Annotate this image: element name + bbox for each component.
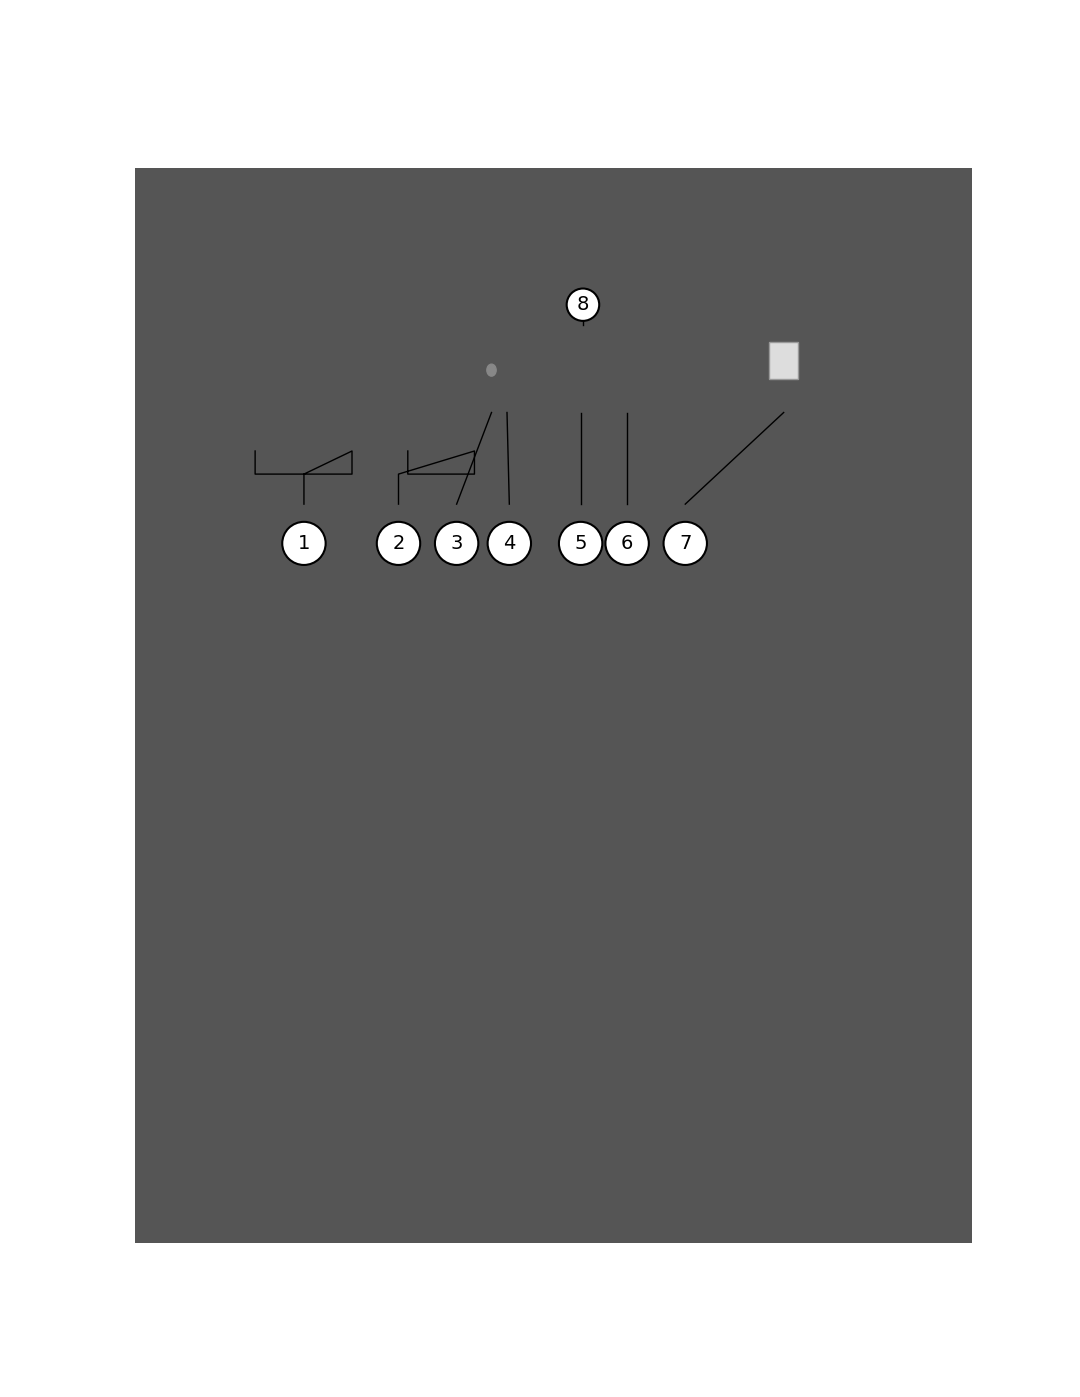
Text: DVI-I Connector: DVI-I Connector [438,1077,543,1091]
Text: and YUV formats are supported.  A customer-supplied breakout cable or: and YUV formats are supported. A custome… [367,1038,848,1051]
Ellipse shape [567,289,599,321]
Text: Input 1: Input 1 [260,324,282,330]
Text: 6): 6) [435,654,448,666]
Text: ~: ~ [345,997,355,1010]
Text: 3): 3) [186,654,199,666]
Text: ~: ~ [345,1024,355,1037]
Text: Format Connection Table: Format Connection Table [442,898,607,911]
Text: ” section on page 32 for a: ” section on page 32 for a [611,898,785,911]
Text: 1): 1) [186,602,199,616]
Text: 8): 8) [685,629,698,641]
Text: 2: 2 [392,534,405,553]
Text: Each input supports 1:1 sampling up to 1600x1200@60 Hz.  Sources: Each input supports 1:1 sampling up to 1… [367,781,826,795]
Text: The figure below illustrates the DCS-200 rear panel:: The figure below illustrates the DCS-200… [291,300,637,313]
Text: 1920x1080p@60 (173.0 MHz): 1920x1080p@60 (173.0 MHz) [413,827,611,841]
Ellipse shape [559,522,603,564]
Text: SERIAL: SERIAL [684,356,707,362]
Text: Input 5: Input 5 [361,324,382,330]
Text: Two DVI-I connectors are provided for both digital and analog inputs.: Two DVI-I connectors are provided for bo… [345,972,804,985]
FancyBboxPatch shape [240,317,867,448]
Text: Using the connector’s analog pins, RGBHV, analog composite, S-Video,: Using the connector’s analog pins, RGBHV… [367,1024,839,1037]
Text: Input 8: Input 8 [448,348,471,353]
Text: 5: 5 [575,534,586,553]
Text: Ethernet: Ethernet [451,654,510,666]
Text: Main Outputs: Main Outputs [451,602,541,616]
Text: HD/SD SDI Input: HD/SD SDI Input [201,654,309,666]
Text: Input 6: Input 6 [361,348,382,353]
Text: AC Power: AC Power [702,602,765,616]
Ellipse shape [606,522,649,564]
Text: 3: 3 [450,534,463,553]
Text: ” section on page 118 for pinouts.: ” section on page 118 for pinouts. [625,925,853,939]
Circle shape [487,365,496,376]
Ellipse shape [663,522,707,564]
Text: DVI to HD-15: DVI to HD-15 [367,1052,464,1065]
Text: adapter is required for these connections.: adapter is required for these connection… [438,1052,724,1065]
Text: In Appendix A, refer to the “: In Appendix A, refer to the “ [291,1077,478,1091]
Text: ~: ~ [345,875,355,887]
Text: DCS-200 Rear Panel: DCS-200 Rear Panel [816,225,948,239]
Text: Following are descriptions of each rear panel connector:: Following are descriptions of each rear … [291,682,665,694]
Text: 100 - 240 VAC
50 ~ 60 Hz, 1.8A: 100 - 240 VAC 50 ~ 60 Hz, 1.8A [752,331,799,342]
Text: PREVIEW OUTPUTS: PREVIEW OUTPUTS [600,327,666,332]
Text: Input 7: Input 7 [409,348,432,353]
Text: DCS-200 Rear Panel: DCS-200 Rear Panel [168,267,507,295]
Text: ” section on page 119 for pinouts.: ” section on page 119 for pinouts. [519,1077,747,1091]
Text: 7): 7) [685,602,698,616]
Text: ~: ~ [345,754,355,767]
Text: 2)   DVI and Analog Inputs: 2) DVI and Analog Inputs [291,949,496,963]
Text: Using the connector’s digital pins, an 8-bit digital input is supported.: Using the connector’s digital pins, an 8… [367,997,827,1010]
Text: Input 3: Input 3 [310,324,333,330]
Text: Analog Inputs: Analog Inputs [201,602,293,616]
Text: 1: 1 [298,534,310,553]
Text: Composite and S-Video formats are supported.: Composite and S-Video formats are suppor… [367,875,679,887]
Text: 7: 7 [679,534,691,553]
Text: DVI and Analog Inputs: DVI and Analog Inputs [201,629,349,641]
Text: 5): 5) [435,629,448,641]
Circle shape [482,358,501,383]
Text: 1920x1200@60 (193.25 MHz): 1920x1200@60 (193.25 MHz) [413,841,611,855]
Text: 1)   Analog Inputs: 1) Analog Inputs [291,705,430,719]
Text: Analog: Analog [691,728,743,742]
Text: inputs.  Please note:: inputs. Please note: [721,728,861,742]
Text: Analog 15-pin D Connector: Analog 15-pin D Connector [469,925,649,939]
Text: Model
DCS-200: Model DCS-200 [786,321,813,332]
Text: Six HD-15 connectors are provided for the system’s: Six HD-15 connectors are provided for th… [345,728,693,742]
Text: cable.  In Appendix A, refer to the “: cable. In Appendix A, refer to the “ [291,925,527,939]
Text: HD/SD SDI: HD/SD SDI [480,353,513,359]
Text: ETHERNET: ETHERNET [716,356,753,362]
Text: 2): 2) [186,629,199,641]
Text: Each input provides 10-bits/color sampling at a maximum 165 MHz.: Each input provides 10-bits/color sampli… [367,754,820,767]
Text: ~: ~ [345,781,355,795]
Text: Input 2: Input 2 [260,348,282,353]
Text: •: • [399,841,405,851]
Text: with native pixel rates greater than 165 MHz will be filtered and: with native pixel rates greater than 165… [367,795,795,809]
Ellipse shape [435,522,478,564]
Text: DCS-200  •  User’s Guide: DCS-200 • User’s Guide [179,1217,347,1231]
Text: 6: 6 [621,534,633,553]
FancyBboxPatch shape [769,342,798,380]
Text: 2048x1080p@60 (183.75 MHz): 2048x1080p@60 (183.75 MHz) [413,855,620,869]
Text: Figure 2-1.   DCS-200 Rear Panel: Figure 2-1. DCS-200 Rear Panel [431,573,676,587]
Text: 4): 4) [435,602,448,616]
Text: VIDEO INPUTS: VIDEO INPUTS [298,327,347,332]
Ellipse shape [377,522,420,564]
Text: •: • [399,827,405,838]
Text: 4: 4 [503,534,515,553]
Text: Input 4: Input 4 [310,348,333,353]
Text: Serial: Serial [451,629,489,641]
Text: undersampled at 165 Mhz.  These include:: undersampled at 165 Mhz. These include: [367,809,652,821]
